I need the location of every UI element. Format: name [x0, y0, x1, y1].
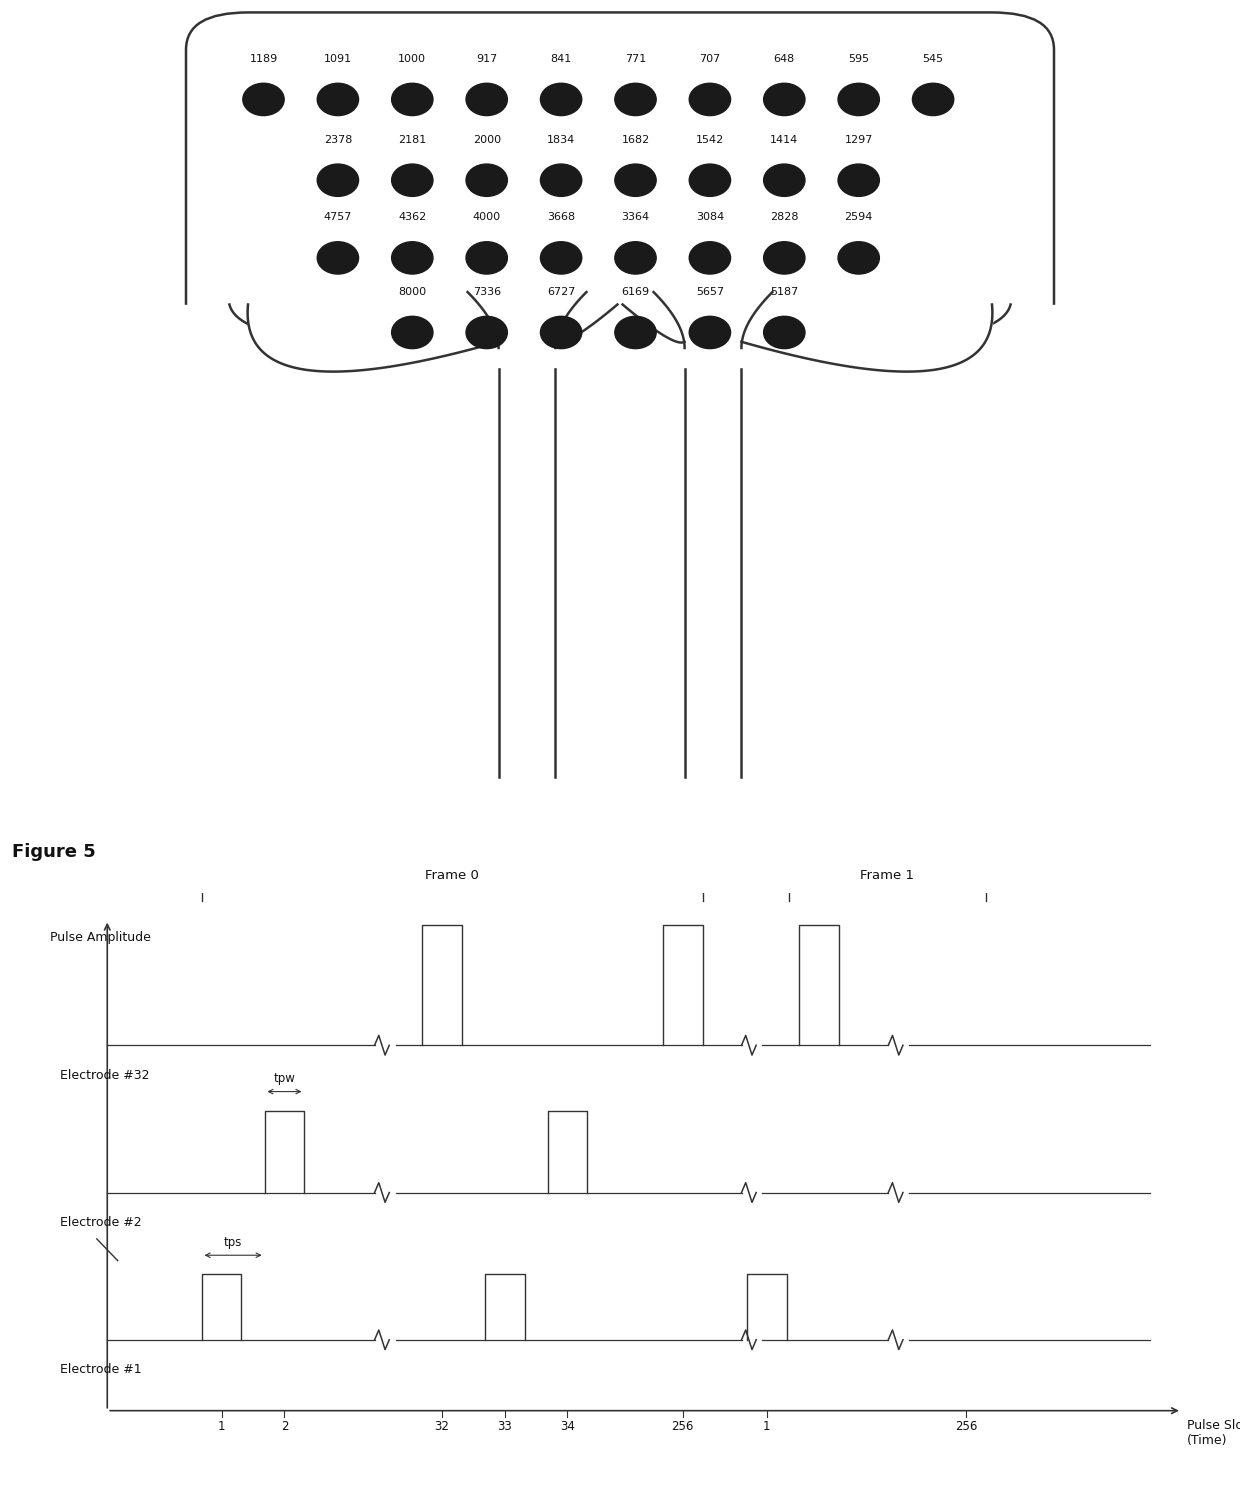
- Text: 3364: 3364: [621, 213, 650, 222]
- Ellipse shape: [466, 242, 507, 274]
- Text: 917: 917: [476, 54, 497, 64]
- Text: 7336: 7336: [472, 286, 501, 297]
- Text: 648: 648: [774, 54, 795, 64]
- Text: 33: 33: [497, 1420, 512, 1434]
- Text: 1091: 1091: [324, 54, 352, 64]
- Text: 256: 256: [955, 1420, 977, 1434]
- Text: Figure 5: Figure 5: [12, 843, 97, 861]
- Text: 1414: 1414: [770, 135, 799, 146]
- Text: 2181: 2181: [398, 135, 427, 146]
- Ellipse shape: [615, 316, 656, 348]
- Text: 2000: 2000: [472, 135, 501, 146]
- Text: 5187: 5187: [770, 286, 799, 297]
- Text: 6169: 6169: [621, 286, 650, 297]
- Text: 1682: 1682: [621, 135, 650, 146]
- Ellipse shape: [689, 84, 730, 116]
- Text: 545: 545: [923, 54, 944, 64]
- Text: 3668: 3668: [547, 213, 575, 222]
- Text: 595: 595: [848, 54, 869, 64]
- Text: 1189: 1189: [249, 54, 278, 64]
- Ellipse shape: [466, 164, 507, 196]
- Ellipse shape: [317, 242, 358, 274]
- Ellipse shape: [838, 242, 879, 274]
- Ellipse shape: [392, 316, 433, 348]
- Text: Pulse Amplitude: Pulse Amplitude: [50, 930, 150, 944]
- Text: 34: 34: [560, 1420, 575, 1434]
- Text: 2: 2: [280, 1420, 288, 1434]
- Text: 1834: 1834: [547, 135, 575, 146]
- Text: 1: 1: [763, 1420, 770, 1434]
- Ellipse shape: [466, 84, 507, 116]
- Text: tps: tps: [224, 1236, 242, 1248]
- Ellipse shape: [764, 316, 805, 348]
- Polygon shape: [248, 286, 992, 366]
- Text: 4362: 4362: [398, 213, 427, 222]
- Ellipse shape: [913, 84, 954, 116]
- Ellipse shape: [541, 84, 582, 116]
- Ellipse shape: [392, 242, 433, 274]
- Text: 256: 256: [672, 1420, 694, 1434]
- Text: 2594: 2594: [844, 213, 873, 222]
- Text: 5657: 5657: [696, 286, 724, 297]
- Text: 3084: 3084: [696, 213, 724, 222]
- Ellipse shape: [317, 164, 358, 196]
- Text: Electrode #1: Electrode #1: [60, 1364, 141, 1377]
- Text: 8000: 8000: [398, 286, 427, 297]
- Text: 4757: 4757: [324, 213, 352, 222]
- Ellipse shape: [838, 164, 879, 196]
- Ellipse shape: [541, 316, 582, 348]
- Text: 1000: 1000: [398, 54, 427, 64]
- Ellipse shape: [764, 84, 805, 116]
- Text: 771: 771: [625, 54, 646, 64]
- Ellipse shape: [764, 164, 805, 196]
- Ellipse shape: [615, 242, 656, 274]
- Ellipse shape: [689, 164, 730, 196]
- Ellipse shape: [317, 84, 358, 116]
- Ellipse shape: [615, 84, 656, 116]
- Ellipse shape: [764, 242, 805, 274]
- Text: 1: 1: [218, 1420, 226, 1434]
- Ellipse shape: [541, 164, 582, 196]
- Ellipse shape: [615, 164, 656, 196]
- Ellipse shape: [838, 84, 879, 116]
- Text: 2378: 2378: [324, 135, 352, 146]
- Text: Electrode #32: Electrode #32: [60, 1068, 150, 1082]
- Text: 1542: 1542: [696, 135, 724, 146]
- Ellipse shape: [689, 242, 730, 274]
- Text: Frame 1: Frame 1: [861, 868, 914, 882]
- Ellipse shape: [689, 316, 730, 348]
- Ellipse shape: [466, 316, 507, 348]
- Text: Frame 0: Frame 0: [425, 868, 479, 882]
- Text: 1297: 1297: [844, 135, 873, 146]
- Text: 707: 707: [699, 54, 720, 64]
- Text: 6727: 6727: [547, 286, 575, 297]
- Text: Electrode #2: Electrode #2: [60, 1216, 141, 1228]
- Ellipse shape: [541, 242, 582, 274]
- Ellipse shape: [243, 84, 284, 116]
- Text: 841: 841: [551, 54, 572, 64]
- Ellipse shape: [392, 164, 433, 196]
- Text: Pulse Slot
(Time): Pulse Slot (Time): [1187, 1419, 1240, 1448]
- Text: 2828: 2828: [770, 213, 799, 222]
- Text: 32: 32: [434, 1420, 449, 1434]
- Text: 4000: 4000: [472, 213, 501, 222]
- Ellipse shape: [392, 84, 433, 116]
- FancyBboxPatch shape: [186, 12, 1054, 360]
- Text: tpw: tpw: [274, 1072, 295, 1084]
